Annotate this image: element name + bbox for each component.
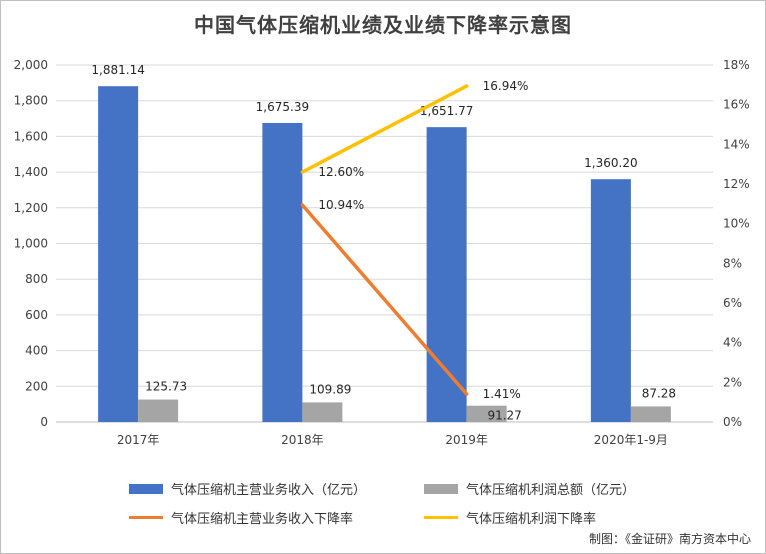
y-left-tick-label: 400 bbox=[25, 344, 48, 358]
line-data-label: 12.60% bbox=[318, 165, 364, 179]
legend-swatch-profit-decline bbox=[424, 516, 458, 519]
bar-revenue bbox=[426, 127, 467, 422]
legend-item-profit: 气体压缩机利润总额（亿元） bbox=[424, 479, 689, 498]
x-tick-label: 2017年 bbox=[117, 433, 160, 447]
y-left-tick-label: 1,600 bbox=[14, 129, 48, 143]
y-right-tick-label: 0% bbox=[723, 415, 742, 429]
bar-data-label: 91.27 bbox=[487, 409, 521, 423]
y-right-tick-label: 6% bbox=[723, 296, 742, 310]
y-right-tick-label: 2% bbox=[723, 375, 742, 389]
bar-data-label: 87.28 bbox=[642, 386, 676, 400]
y-left-tick-label: 1,800 bbox=[14, 94, 48, 108]
line-data-label: 16.94% bbox=[483, 79, 529, 93]
legend-label-profit-decline: 气体压缩机利润下降率 bbox=[466, 512, 597, 527]
y-left-tick-label: 1,200 bbox=[14, 201, 48, 215]
bar-revenue bbox=[590, 179, 631, 422]
x-tick-label: 2018年 bbox=[281, 433, 324, 447]
chart-title: 中国气体压缩机业绩及业绩下降率示意图 bbox=[194, 13, 572, 37]
bar-data-label: 1,675.39 bbox=[256, 100, 309, 114]
bar-profit bbox=[466, 405, 507, 422]
line-revenue-decline bbox=[300, 203, 469, 396]
y-left-tick-label: 1,400 bbox=[14, 165, 48, 179]
bar-profit bbox=[630, 406, 671, 422]
chart-legend: 气体压缩机主营业务收入（亿元） 气体压缩机利润总额（亿元） 气体压缩机主营业务收… bbox=[129, 479, 689, 527]
legend-item-profit-decline: 气体压缩机利润下降率 bbox=[424, 508, 689, 527]
legend-item-revenue-decline: 气体压缩机主营业务收入下降率 bbox=[129, 508, 424, 527]
bar-data-label: 109.89 bbox=[309, 382, 351, 396]
bar-data-label: 1,881.14 bbox=[91, 63, 144, 77]
chart-credit: 制图：《金证研》南方资本中心 bbox=[588, 532, 751, 546]
y-left-tick-label: 1,000 bbox=[14, 237, 48, 251]
y-right-tick-label: 10% bbox=[723, 217, 750, 231]
legend-label-revenue-decline: 气体压缩机主营业务收入下降率 bbox=[171, 512, 354, 527]
legend-swatch-revenue-decline bbox=[129, 516, 163, 519]
y-right-tick-label: 18% bbox=[723, 58, 750, 72]
bar-data-label: 1,651.77 bbox=[420, 104, 473, 118]
legend-label-profit: 气体压缩机利润总额（亿元） bbox=[466, 483, 636, 498]
combo-chart: 0 200 400 600 800 1,000 1,200 1,400 1,600 1,800 2,… bbox=[14, 58, 750, 447]
bar-revenue bbox=[98, 86, 139, 423]
bar-revenue bbox=[262, 122, 303, 423]
y-right-tick-label: 12% bbox=[723, 177, 750, 191]
bar-data-label: 1,360.20 bbox=[584, 156, 637, 170]
x-tick-label: 2020年1-9月 bbox=[594, 433, 668, 447]
line-profit-decline bbox=[300, 84, 469, 174]
legend-swatch-profit bbox=[424, 483, 458, 494]
bar-data-label: 125.73 bbox=[145, 380, 187, 394]
y-left-tick-label: 600 bbox=[25, 308, 48, 322]
line-data-label: 10.94% bbox=[318, 198, 364, 212]
y-right-tick-label: 8% bbox=[723, 256, 742, 270]
bar-profit bbox=[302, 402, 343, 422]
y-left-tick-label: 800 bbox=[25, 272, 48, 286]
bar-profit bbox=[138, 399, 179, 422]
y-right-tick-label: 16% bbox=[723, 98, 750, 112]
legend-swatch-revenue bbox=[129, 483, 163, 494]
x-tick-label: 2019年 bbox=[445, 433, 488, 447]
legend-label-revenue: 气体压缩机主营业务收入（亿元） bbox=[171, 483, 367, 498]
y-left-tick-label: 2,000 bbox=[14, 58, 48, 72]
y-right-tick-label: 4% bbox=[723, 336, 742, 350]
y-left-tick-label: 200 bbox=[25, 379, 48, 393]
y-left-tick-label: 0 bbox=[40, 415, 48, 429]
y-right-tick-label: 14% bbox=[723, 137, 750, 151]
line-data-label: 1.41% bbox=[483, 387, 521, 401]
legend-item-revenue: 气体压缩机主营业务收入（亿元） bbox=[129, 479, 424, 498]
